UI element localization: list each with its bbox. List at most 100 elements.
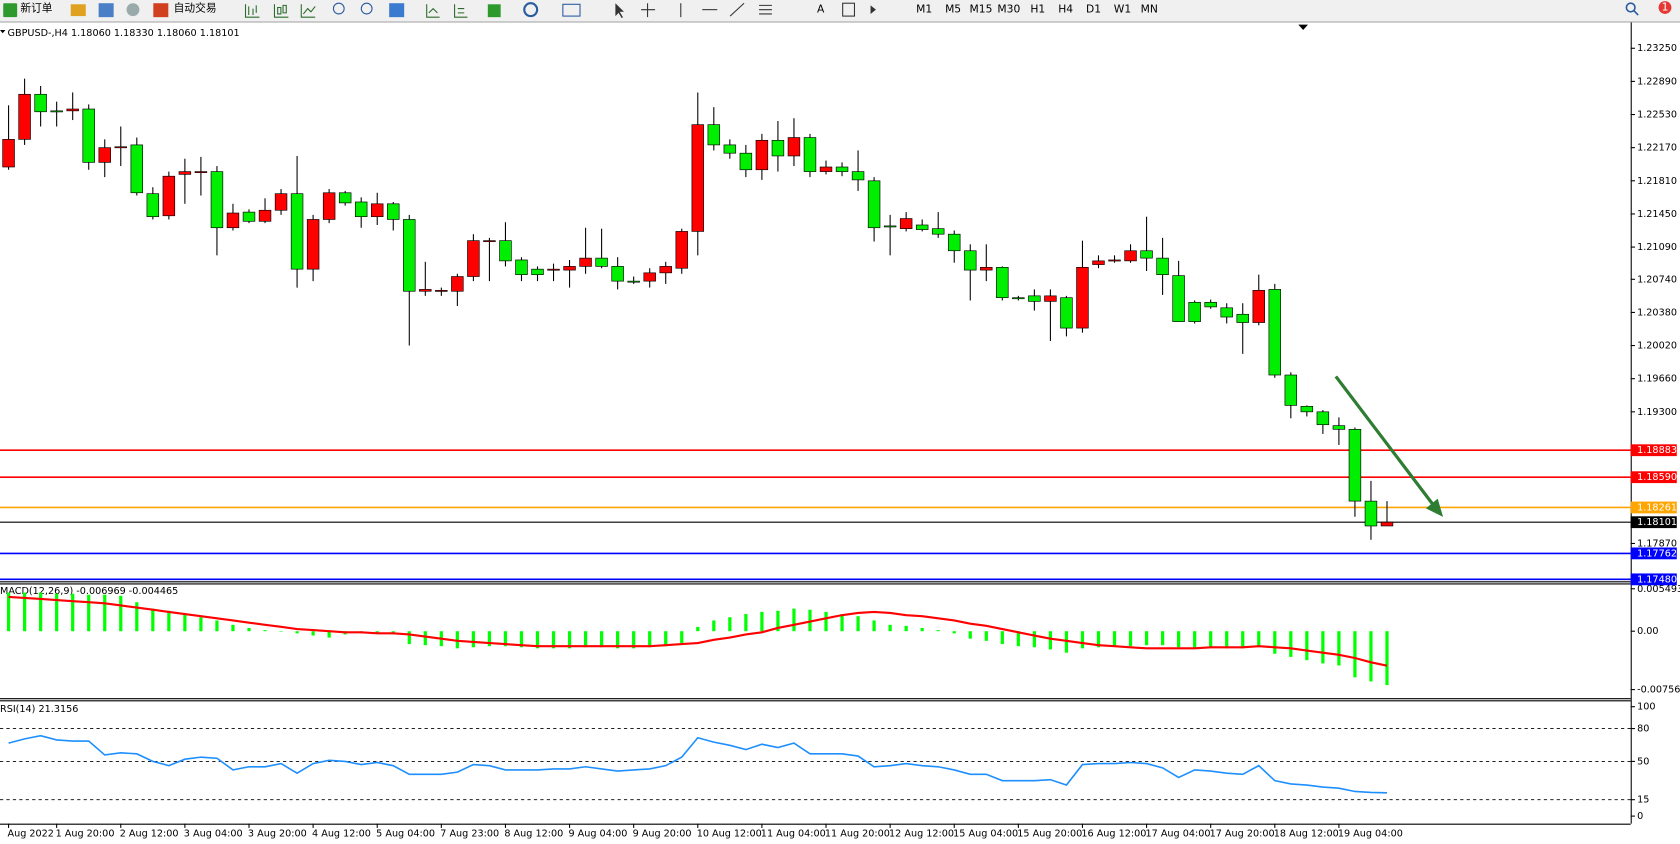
macd-bar (1177, 631, 1181, 648)
toolbar: 新订单 自动交易 A M1 M5 M15 M30 H (0, 0, 1680, 23)
timeframe-button[interactable]: M5 (945, 3, 961, 16)
timeframe-button[interactable]: M1 (916, 3, 932, 16)
macd-bar (760, 611, 764, 632)
toolbar-icon[interactable] (126, 3, 140, 17)
toolbar-icon[interactable] (70, 4, 86, 17)
notification-badge[interactable] (1658, 1, 1672, 14)
macd-bar (632, 631, 636, 649)
templates-icon[interactable] (562, 3, 581, 17)
channel-icon[interactable] (759, 4, 772, 15)
macd-bar (1016, 631, 1020, 647)
candle-body (643, 272, 656, 282)
x-tick-label: 9 Aug 04:00 (568, 828, 627, 839)
y-tick-label: 1.23250 (1637, 43, 1677, 54)
macd-bar (856, 616, 860, 632)
plot: 1.23250 1.22890 1.22530 1.22170 1.21810 1.214… (0, 43, 1680, 839)
line-chart-icon[interactable] (300, 4, 316, 18)
timeframe-button[interactable]: D1 (1086, 3, 1101, 16)
timeframe-button[interactable]: M15 (970, 3, 993, 16)
candle-body (595, 257, 608, 267)
candle-body (1092, 260, 1105, 265)
candle-body (547, 268, 560, 271)
shift-icon[interactable] (454, 4, 468, 18)
macd-bar (247, 627, 251, 632)
macd-bar (423, 631, 427, 646)
x-tick-label: 18 Aug 12:00 (1274, 828, 1339, 839)
crosshair-icon[interactable] (641, 3, 656, 18)
macd-bar (1209, 631, 1213, 648)
candle-body (899, 218, 913, 229)
label-tool-icon[interactable] (842, 2, 856, 17)
new-order-button[interactable]: 新订单 (20, 2, 52, 15)
macd-signal-line (8, 595, 1388, 667)
trendline-icon[interactable] (729, 2, 745, 17)
macd-bar (151, 608, 155, 632)
candle-body (563, 266, 576, 271)
zoom-in-icon[interactable] (332, 2, 345, 15)
new-order-icon[interactable] (3, 3, 18, 18)
candle-body (258, 209, 272, 222)
timeframe-button[interactable]: H1 (1030, 3, 1045, 16)
macd-bar (231, 624, 235, 632)
y-tick-label: 15 (1637, 795, 1649, 806)
bar-chart-icon[interactable] (244, 4, 260, 18)
candle-body (915, 224, 929, 230)
candle-chart-icon[interactable] (273, 4, 289, 18)
scroll-icon[interactable] (426, 4, 440, 18)
timeframe-button[interactable]: W1 (1114, 3, 1131, 16)
candle-body (1156, 257, 1169, 276)
candle-body (883, 225, 897, 228)
indicators-icon[interactable] (487, 4, 501, 18)
macd-bar (551, 631, 556, 649)
candle-body (403, 219, 416, 292)
notification-count: 1 (1662, 1, 1669, 14)
macd-bar (888, 624, 892, 632)
y-tick-label: 1.21450 (1637, 209, 1677, 220)
candle-body (980, 267, 993, 271)
candle-body (707, 124, 721, 146)
y-tick-label: 1.19660 (1637, 374, 1677, 385)
tile-icon[interactable] (389, 3, 405, 18)
macd-bar (952, 631, 956, 634)
macd-bar (199, 617, 203, 632)
arrows-tool-icon[interactable] (870, 5, 876, 14)
symbol-marker (0, 30, 6, 34)
candle-body (803, 137, 817, 172)
macd-bar (39, 592, 43, 632)
macd-bar (1289, 631, 1293, 657)
y-tick-label: 100 (1637, 702, 1655, 713)
search-icon[interactable] (1625, 2, 1636, 13)
y-tick-label: 1.19300 (1637, 407, 1677, 418)
y-tick-label: 1.22530 (1637, 110, 1677, 121)
macd-bar (567, 631, 572, 649)
timeframe-button[interactable]: H4 (1058, 3, 1073, 16)
periods-icon[interactable] (523, 2, 539, 18)
macd-bar (1193, 631, 1197, 649)
x-tick-label: 3 Aug 20:00 (248, 828, 307, 839)
x-tick-label: 9 Aug 20:00 (633, 828, 692, 839)
timeframe-button[interactable]: M30 (997, 3, 1020, 16)
candle-body (1236, 313, 1249, 323)
macd-bar (103, 594, 107, 632)
x-tick-label: 8 Aug 12:00 (504, 828, 563, 839)
macd-bar (904, 625, 908, 632)
candle-body (499, 240, 512, 262)
y-tick-label: 1.21810 (1637, 176, 1677, 187)
candle-body (867, 180, 881, 229)
cursor-icon[interactable] (615, 3, 624, 19)
zoom-out-icon[interactable] (360, 2, 373, 15)
macd-bar (1257, 631, 1261, 648)
auto-trading-icon[interactable] (153, 3, 169, 18)
macd-bar (1225, 631, 1229, 649)
auto-trading-button[interactable]: 自动交易 (174, 2, 217, 15)
candle-body (50, 110, 63, 113)
macd-bar (1385, 631, 1389, 686)
candle-body (226, 212, 240, 229)
macd-bar (1369, 631, 1373, 682)
macd-bar (1080, 631, 1085, 649)
candle-body (931, 228, 945, 235)
toolbar-icon[interactable] (98, 3, 114, 18)
x-tick-label: 2 Aug 12:00 (120, 828, 179, 839)
timeframe-button[interactable]: MN (1141, 3, 1158, 16)
text-tool-icon[interactable]: A (817, 3, 825, 16)
